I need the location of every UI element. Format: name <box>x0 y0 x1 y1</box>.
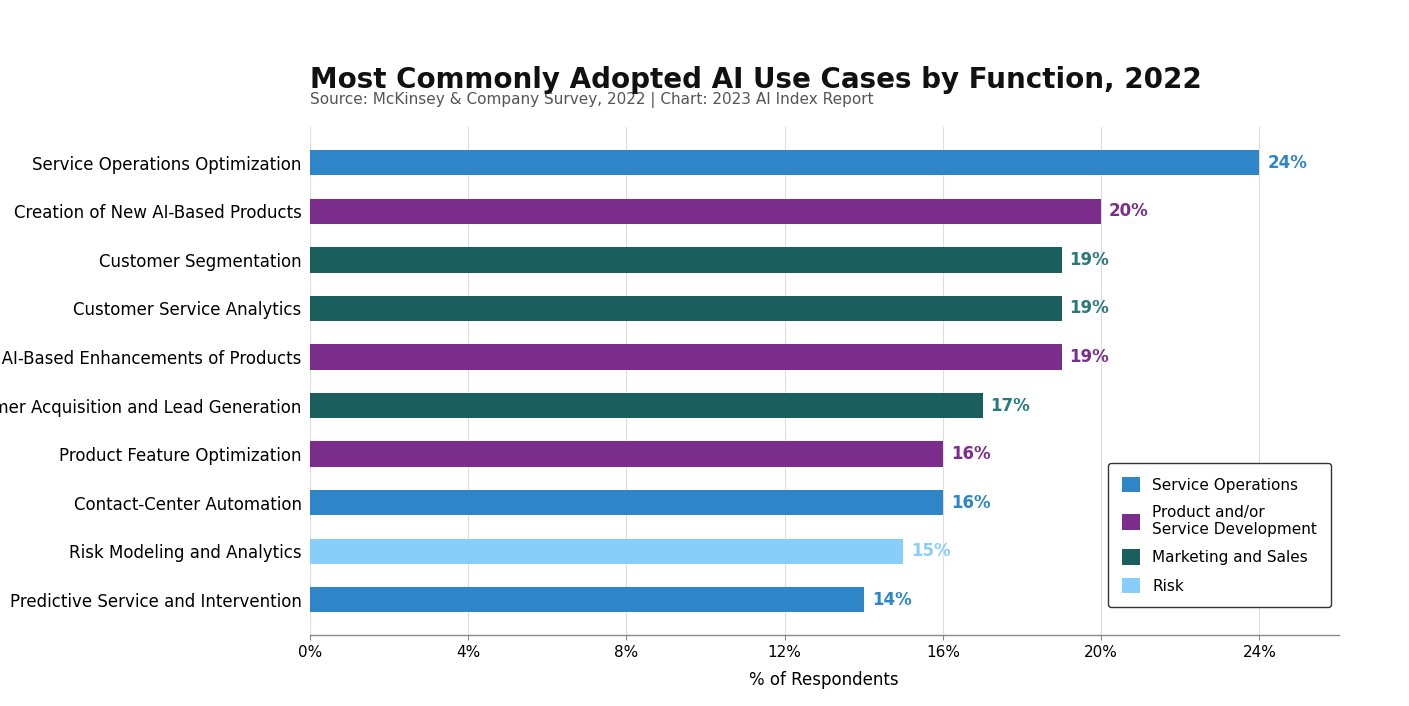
Bar <box>310 150 1260 175</box>
Bar <box>310 539 903 564</box>
Bar <box>310 490 943 515</box>
Text: 20%: 20% <box>1109 203 1148 220</box>
Text: 16%: 16% <box>951 493 991 512</box>
Bar <box>310 441 943 467</box>
Text: 14%: 14% <box>872 591 912 609</box>
X-axis label: % of Respondents: % of Respondents <box>750 671 899 689</box>
Text: 19%: 19% <box>1069 348 1109 366</box>
Text: 24%: 24% <box>1267 154 1308 172</box>
Legend: Service Operations, Product and/or
Service Development, Marketing and Sales, Ris: Service Operations, Product and/or Servi… <box>1107 463 1332 607</box>
Bar <box>310 587 864 612</box>
Text: Source: McKinsey & Company Survey, 2022 | Chart: 2023 AI Index Report: Source: McKinsey & Company Survey, 2022 … <box>310 92 874 107</box>
Bar <box>310 198 1102 224</box>
Bar <box>310 247 1061 273</box>
Text: 19%: 19% <box>1069 299 1109 318</box>
Text: 19%: 19% <box>1069 251 1109 269</box>
Bar <box>310 296 1061 321</box>
Text: 17%: 17% <box>991 397 1030 414</box>
Text: Most Commonly Adopted AI Use Cases by Function, 2022: Most Commonly Adopted AI Use Cases by Fu… <box>310 66 1202 94</box>
Bar <box>310 393 982 418</box>
Text: 16%: 16% <box>951 445 991 463</box>
Text: 15%: 15% <box>912 542 951 560</box>
Bar <box>310 345 1061 369</box>
